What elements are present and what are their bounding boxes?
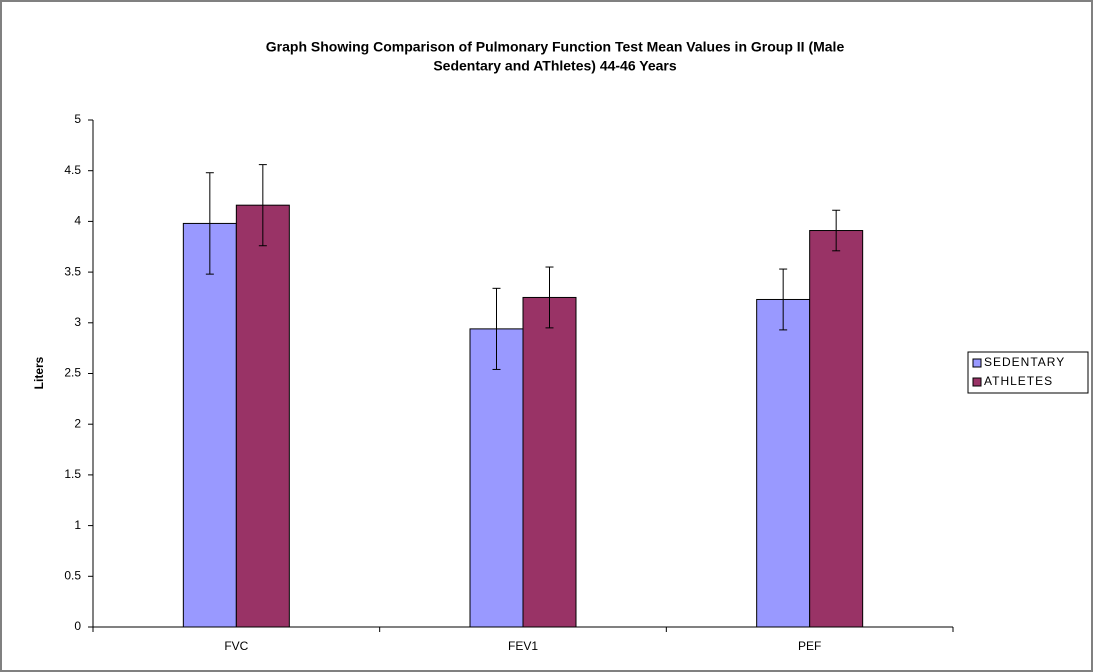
y-tick-label: 2 — [74, 416, 81, 430]
y-tick-label: 3 — [74, 315, 81, 329]
y-tick-label: 5 — [74, 112, 81, 126]
y-tick-label: 2.5 — [64, 366, 81, 380]
bar — [756, 298, 811, 628]
y-tick-label: 4 — [74, 214, 81, 228]
y-tick-label: 0.5 — [64, 568, 81, 582]
bar — [235, 204, 290, 628]
y-tick-label: 1.5 — [64, 467, 81, 481]
x-tick-label: FVC — [224, 639, 248, 653]
y-tick-label: 0 — [74, 619, 81, 633]
bar — [182, 222, 237, 628]
bar — [522, 296, 577, 628]
legend-swatch — [972, 377, 982, 387]
legend-swatch — [972, 358, 982, 368]
legend-label: ATHLETES — [984, 374, 1053, 388]
y-tick-label: 3.5 — [64, 264, 81, 278]
bar — [809, 230, 864, 628]
y-tick-label: 1 — [74, 518, 81, 532]
y-tick-label: 4.5 — [64, 163, 81, 177]
chart-title: Sedentary and AThletes) 44-46 Years — [433, 58, 677, 74]
x-tick-label: FEV1 — [508, 639, 538, 653]
bar — [469, 328, 524, 628]
y-axis-label: Liters — [32, 356, 46, 389]
legend-box — [967, 351, 1089, 394]
x-tick-label: PEF — [798, 639, 821, 653]
chart-title: Graph Showing Comparison of Pulmonary Fu… — [266, 39, 845, 55]
legend-label: SEDENTARY — [984, 355, 1065, 369]
